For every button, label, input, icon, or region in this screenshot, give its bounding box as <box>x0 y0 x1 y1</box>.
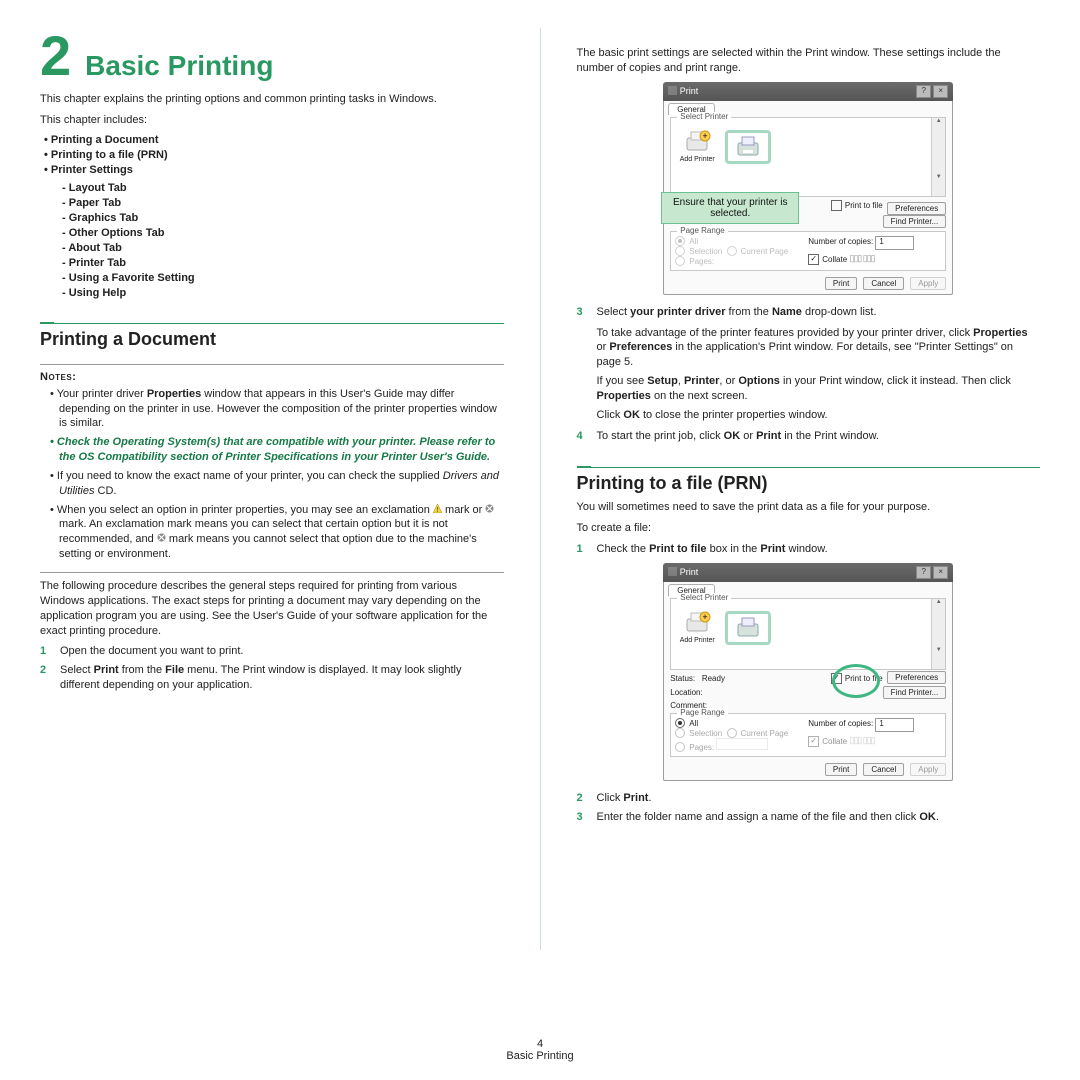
step-subpara: Click OK to close the printer properties… <box>577 408 1041 423</box>
right-intro: The basic print settings are selected wi… <box>577 46 1041 76</box>
prn-intro: You will sometimes need to save the prin… <box>577 500 1041 515</box>
toc-sub: About Tab <box>62 242 504 254</box>
note-item: When you select an option in printer pro… <box>50 503 504 562</box>
highlight-circle <box>832 664 880 698</box>
apply-button: Apply <box>910 763 946 776</box>
intro-para: This chapter explains the printing optio… <box>40 92 504 107</box>
step-item: 4To start the print job, click OK or Pri… <box>577 429 1041 444</box>
group-label: Page Range <box>677 226 727 235</box>
warn-icon: ! <box>433 504 442 513</box>
notes-label: Notes: <box>40 371 76 383</box>
toc-sub: Layout Tab <box>62 182 504 194</box>
preferences-button: Preferences <box>887 671 946 684</box>
toc-sub: Using Help <box>62 287 504 299</box>
print-button: Print <box>825 277 857 290</box>
note-item: Your printer driver Properties window th… <box>50 387 504 432</box>
step-item: 1Check the Print to file box in the Prin… <box>577 542 1041 557</box>
print-dialog-figure-2: Print ?× General Select Printer + Add Pr… <box>663 563 953 781</box>
step-item: 3Enter the folder name and assign a name… <box>577 810 1041 825</box>
selected-printer-icon <box>725 611 771 645</box>
find-printer-button: Find Printer... <box>883 686 947 699</box>
close-icon: × <box>933 85 948 98</box>
chapter-title: Basic Printing <box>85 50 273 82</box>
help-icon: ? <box>916 85 931 98</box>
callout-box: Ensure that your printer is selected. <box>661 192 799 224</box>
toc-sublist: Layout Tab Paper Tab Graphics Tab Other … <box>40 182 504 299</box>
stop-icon <box>485 504 494 513</box>
step-item: 2Click Print. <box>577 791 1041 806</box>
toc-item: Printing to a file (PRN) <box>44 149 504 161</box>
toc-sub: Other Options Tab <box>62 227 504 239</box>
intro-includes: This chapter includes: <box>40 113 504 128</box>
section-heading: Printing a Document <box>40 323 504 350</box>
step-item: 1Open the document you want to print. <box>40 644 504 659</box>
close-icon: × <box>933 566 948 579</box>
preferences-button: Preferences <box>887 202 946 215</box>
toc-item: Printing a Document <box>44 134 504 146</box>
find-printer-button: Find Printer... <box>883 215 947 228</box>
toc-sub: Using a Favorite Setting <box>62 272 504 284</box>
toc-sub: Graphics Tab <box>62 212 504 224</box>
column-divider <box>540 28 541 950</box>
note-item-green: Check the Operating System(s) that are c… <box>50 435 504 465</box>
stop-icon <box>157 533 166 542</box>
toc-list: Printing a Document Printing to a file (… <box>40 134 504 176</box>
cancel-button: Cancel <box>863 763 904 776</box>
selected-printer-icon <box>725 130 771 164</box>
svg-text:+: + <box>703 612 708 622</box>
svg-text:+: + <box>703 131 708 141</box>
note-item: If you need to know the exact name of yo… <box>50 469 504 499</box>
toc-sub: Paper Tab <box>62 197 504 209</box>
apply-button: Apply <box>910 277 946 290</box>
prn-create: To create a file: <box>577 521 1041 536</box>
step-item: 3Select your printer driver from the Nam… <box>577 305 1041 320</box>
toc-item: Printer Settings <box>44 164 504 176</box>
group-label: Select Printer <box>677 112 731 121</box>
page-footer: 4 Basic Printing <box>0 1038 1080 1062</box>
svg-text:!: ! <box>436 507 438 513</box>
group-label: Page Range <box>677 708 727 717</box>
add-printer-icon: + Add Printer <box>679 130 715 163</box>
step-item: 2Select Print from the File menu. The Pr… <box>40 663 504 693</box>
procedure-intro: The following procedure describes the ge… <box>40 579 504 638</box>
notes-box: Notes: Your printer driver Properties wi… <box>40 364 504 573</box>
step-subpara: If you see Setup, Printer, or Options in… <box>577 374 1041 404</box>
help-icon: ? <box>916 566 931 579</box>
print-dialog-figure-1: Print ?× General Select Printer + Add Pr… <box>663 82 953 295</box>
toc-sub: Printer Tab <box>62 257 504 269</box>
add-printer-icon: + Add Printer <box>679 611 715 644</box>
section-heading: Printing to a file (PRN) <box>577 467 1041 494</box>
print-button: Print <box>825 763 857 776</box>
group-label: Select Printer <box>677 593 731 602</box>
cancel-button: Cancel <box>863 277 904 290</box>
chapter-number: 2 <box>40 28 71 84</box>
step-subpara: To take advantage of the printer feature… <box>577 326 1041 371</box>
